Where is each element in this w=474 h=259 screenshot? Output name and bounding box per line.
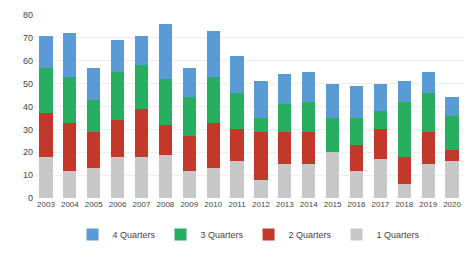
svg-text:2014: 2014 <box>300 200 318 209</box>
svg-text:10: 10 <box>23 170 33 180</box>
svg-text:70: 70 <box>23 33 33 43</box>
svg-text:0: 0 <box>28 193 33 203</box>
svg-text:2019: 2019 <box>419 200 437 209</box>
svg-text:2004: 2004 <box>61 200 79 209</box>
svg-text:2010: 2010 <box>204 200 222 209</box>
svg-text:1 Quarters: 1 Quarters <box>377 230 420 240</box>
svg-text:2016: 2016 <box>348 200 366 209</box>
svg-text:50: 50 <box>23 79 33 89</box>
svg-text:2012: 2012 <box>252 200 270 209</box>
svg-text:2015: 2015 <box>324 200 342 209</box>
svg-text:2011: 2011 <box>228 200 246 209</box>
svg-text:2013: 2013 <box>276 200 294 209</box>
svg-text:2007: 2007 <box>133 200 151 209</box>
svg-text:2005: 2005 <box>85 200 103 209</box>
svg-text:30: 30 <box>23 125 33 135</box>
svg-text:2008: 2008 <box>156 200 174 209</box>
svg-text:2003: 2003 <box>37 200 55 209</box>
svg-text:2017: 2017 <box>371 200 389 209</box>
svg-text:60: 60 <box>23 56 33 66</box>
svg-text:20: 20 <box>23 147 33 157</box>
svg-text:40: 40 <box>23 102 33 112</box>
svg-text:80: 80 <box>23 10 33 20</box>
svg-text:2020: 2020 <box>443 200 461 209</box>
svg-text:3 Quarters: 3 Quarters <box>201 230 244 240</box>
svg-text:2009: 2009 <box>180 200 198 209</box>
svg-text:2006: 2006 <box>109 200 127 209</box>
svg-text:2018: 2018 <box>395 200 413 209</box>
svg-text:4 Quarters: 4 Quarters <box>113 230 156 240</box>
svg-text:2 Quarters: 2 Quarters <box>289 230 332 240</box>
